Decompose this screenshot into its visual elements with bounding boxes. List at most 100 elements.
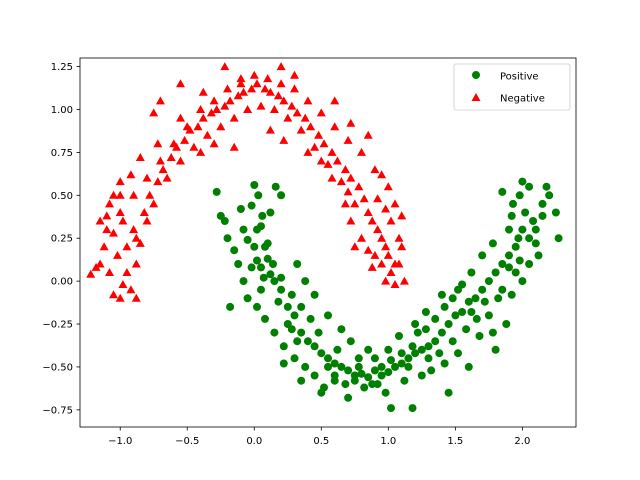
- negative-point: [370, 250, 380, 259]
- y-tick-label: −0.25: [42, 320, 73, 331]
- positive-point: [440, 359, 449, 368]
- data-points: [86, 62, 563, 413]
- positive-point: [491, 268, 500, 277]
- positive-point: [509, 199, 517, 208]
- positive-point: [354, 354, 363, 363]
- legend-label-positive: Positive: [500, 72, 539, 83]
- negative-point: [381, 204, 391, 213]
- positive-point: [511, 242, 520, 251]
- positive-point: [494, 294, 503, 303]
- negative-point: [95, 216, 105, 225]
- positive-point: [518, 225, 527, 234]
- positive-point: [247, 201, 256, 210]
- negative-point: [290, 70, 299, 79]
- positive-point: [417, 345, 426, 354]
- positive-point: [346, 337, 355, 346]
- positive-point: [444, 320, 453, 328]
- y-tick-label: 1.25: [51, 62, 73, 73]
- negative-point: [196, 105, 206, 113]
- negative-point: [397, 242, 407, 251]
- negative-point: [176, 79, 185, 88]
- positive-point: [387, 404, 395, 413]
- negative-point: [370, 165, 380, 174]
- positive-point: [370, 366, 379, 375]
- positive-point: [411, 320, 420, 328]
- positive-point: [507, 211, 516, 220]
- negative-point: [135, 238, 145, 247]
- positive-point: [277, 191, 286, 200]
- positive-point: [472, 314, 481, 323]
- negative-point: [95, 259, 105, 268]
- positive-point: [257, 222, 265, 231]
- positive-point: [293, 260, 302, 268]
- negative-point: [153, 139, 163, 148]
- positive-point: [534, 251, 543, 260]
- negative-point: [126, 285, 136, 294]
- negative-point: [115, 190, 125, 199]
- negative-point: [381, 242, 391, 251]
- negative-point: [243, 105, 253, 113]
- negative-point: [316, 156, 326, 165]
- negative-point: [386, 268, 396, 276]
- negative-point: [357, 233, 366, 242]
- negative-point: [169, 139, 179, 148]
- negative-point: [265, 125, 275, 134]
- negative-point: [377, 170, 387, 179]
- positive-point: [253, 256, 261, 265]
- negative-point: [99, 242, 109, 251]
- negative-point: [182, 122, 192, 131]
- positive-point: [458, 308, 467, 316]
- negative-point: [306, 122, 316, 131]
- positive-point: [269, 260, 277, 268]
- y-tick-label: −0.75: [42, 405, 73, 416]
- positive-point: [324, 354, 332, 363]
- negative-point: [105, 268, 114, 276]
- negative-point: [390, 280, 400, 288]
- negative-point: [323, 159, 333, 168]
- y-tick-label: 1.00: [51, 105, 73, 116]
- positive-point: [216, 211, 225, 220]
- series-negative: [86, 62, 409, 302]
- negative-point: [142, 173, 152, 182]
- positive-point: [462, 325, 471, 334]
- positive-point: [330, 359, 339, 368]
- positive-point: [279, 342, 288, 351]
- positive-point: [437, 328, 446, 337]
- negative-point: [166, 153, 176, 161]
- negative-point: [233, 91, 243, 100]
- positive-point: [243, 294, 252, 303]
- negative-point: [296, 125, 306, 134]
- positive-point: [236, 205, 245, 213]
- negative-point: [330, 96, 340, 105]
- negative-point: [206, 108, 216, 117]
- positive-point: [310, 342, 319, 351]
- negative-point: [327, 173, 337, 182]
- negative-point: [363, 208, 373, 216]
- negative-point: [115, 177, 125, 186]
- negative-point: [122, 268, 132, 276]
- positive-point: [478, 285, 487, 294]
- negative-point: [102, 225, 112, 234]
- negative-point: [383, 182, 393, 191]
- positive-point: [444, 388, 453, 397]
- negative-point: [212, 105, 222, 113]
- negative-point: [367, 262, 377, 271]
- negative-point: [332, 156, 342, 165]
- positive-point: [381, 388, 390, 397]
- positive-point: [498, 187, 507, 196]
- positive-point: [505, 251, 513, 260]
- positive-point: [277, 273, 286, 282]
- positive-point: [525, 182, 534, 191]
- positive-point: [261, 314, 269, 323]
- positive-point: [448, 294, 457, 303]
- negative-point: [142, 216, 152, 225]
- negative-point: [287, 101, 297, 110]
- negative-point: [198, 113, 208, 122]
- y-tick-label: −0.50: [42, 362, 73, 373]
- negative-point: [220, 62, 230, 71]
- positive-point: [525, 260, 534, 268]
- negative-point: [209, 96, 219, 105]
- negative-point: [269, 105, 279, 113]
- positive-point: [377, 371, 386, 380]
- positive-point: [364, 345, 373, 354]
